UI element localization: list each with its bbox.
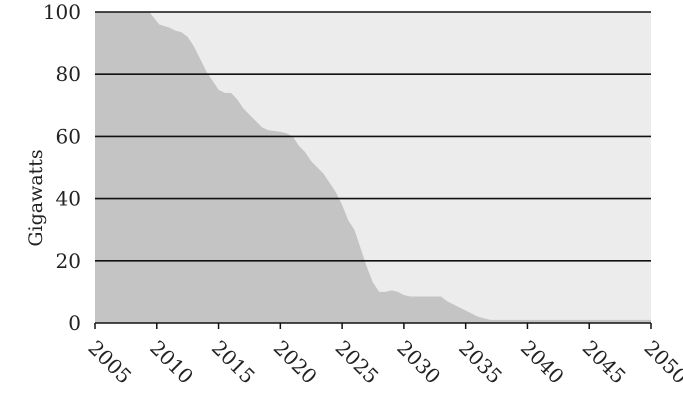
x-tick-label-2005: 2005: [83, 336, 136, 389]
x-tick-label-2015: 2015: [207, 336, 260, 389]
x-tick-label-2035: 2035: [454, 336, 507, 389]
x-tick-label-2050: 2050: [639, 336, 683, 389]
y-tick-label-100: 100: [43, 0, 81, 24]
x-tick-label-2045: 2045: [578, 336, 631, 389]
y-axis-title: Gigawatts: [25, 149, 47, 246]
x-tick-label-2020: 2020: [269, 336, 322, 389]
y-tick-label-20: 20: [56, 249, 81, 273]
area-series-0: [95, 12, 651, 323]
x-tick-label-2025: 2025: [331, 336, 384, 389]
x-tick-label-2010: 2010: [145, 336, 198, 389]
x-tick-label-2040: 2040: [516, 336, 569, 389]
y-tick-label-0: 0: [68, 311, 81, 335]
y-tick-label-60: 60: [56, 124, 81, 148]
y-tick-label-80: 80: [56, 62, 81, 86]
y-tick-label-40: 40: [56, 187, 81, 211]
x-tick-label-2030: 2030: [392, 336, 445, 389]
